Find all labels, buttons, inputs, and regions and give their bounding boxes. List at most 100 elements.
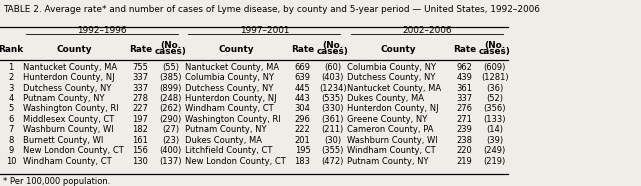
Text: 222: 222 [295, 125, 310, 134]
Text: Hunterdon County, NJ: Hunterdon County, NJ [347, 105, 439, 113]
Text: County: County [219, 45, 254, 54]
Text: (899): (899) [160, 84, 181, 93]
Text: County: County [381, 45, 417, 54]
Text: cases): cases) [154, 47, 187, 56]
Text: (361): (361) [321, 115, 344, 124]
Text: 8: 8 [8, 136, 13, 145]
Text: (400): (400) [160, 146, 181, 155]
Text: (23): (23) [162, 136, 179, 145]
Text: Washington County, RI: Washington County, RI [23, 105, 119, 113]
Text: 337: 337 [456, 94, 473, 103]
Text: (133): (133) [483, 115, 506, 124]
Text: (30): (30) [324, 136, 341, 145]
Text: TABLE 2. Average rate* and number of cases of Lyme disease, by county and 5-year: TABLE 2. Average rate* and number of cas… [3, 5, 540, 14]
Text: 1: 1 [8, 63, 13, 72]
Text: 220: 220 [457, 146, 472, 155]
Text: New London County, CT: New London County, CT [185, 157, 286, 166]
Text: Putnam County, NY: Putnam County, NY [347, 157, 429, 166]
Text: Litchfield County, CT: Litchfield County, CT [185, 146, 272, 155]
Text: (472): (472) [322, 157, 344, 166]
Text: Cameron County, PA: Cameron County, PA [347, 125, 434, 134]
Text: (211): (211) [322, 125, 344, 134]
Text: Dukes County, MA: Dukes County, MA [185, 136, 262, 145]
Text: (219): (219) [484, 157, 506, 166]
Text: 239: 239 [457, 125, 472, 134]
Text: 7: 7 [8, 125, 13, 134]
Text: Washburn County, WI: Washburn County, WI [347, 136, 438, 145]
Text: cases): cases) [317, 47, 349, 56]
Text: Middlesex County, CT: Middlesex County, CT [23, 115, 114, 124]
Text: Rate: Rate [453, 45, 476, 54]
Text: 276: 276 [457, 105, 472, 113]
Text: 9: 9 [8, 146, 13, 155]
Text: 2: 2 [8, 73, 13, 82]
Text: 10: 10 [6, 157, 16, 166]
Text: 304: 304 [295, 105, 310, 113]
Text: 5: 5 [8, 105, 13, 113]
Text: Rank: Rank [0, 45, 24, 54]
Text: (290): (290) [160, 115, 181, 124]
Text: (1234): (1234) [319, 84, 347, 93]
Text: (609): (609) [484, 63, 506, 72]
Text: Windham County, CT: Windham County, CT [185, 105, 274, 113]
Text: (14): (14) [487, 125, 503, 134]
Text: Dutchess County, NY: Dutchess County, NY [347, 73, 436, 82]
Text: Windham County, CT: Windham County, CT [23, 157, 112, 166]
Text: Nantucket County, MA: Nantucket County, MA [185, 63, 279, 72]
Text: (52): (52) [487, 94, 503, 103]
Text: 755: 755 [133, 63, 148, 72]
Text: (535): (535) [322, 94, 344, 103]
Text: 156: 156 [133, 146, 148, 155]
Text: Nantucket County, MA: Nantucket County, MA [347, 84, 442, 93]
Text: (137): (137) [159, 157, 182, 166]
Text: (330): (330) [321, 105, 344, 113]
Text: (55): (55) [162, 63, 179, 72]
Text: (60): (60) [324, 63, 341, 72]
Text: 337: 337 [132, 73, 149, 82]
Text: Greene County, NY: Greene County, NY [347, 115, 428, 124]
Text: 3: 3 [8, 84, 13, 93]
Text: Columbia County, NY: Columbia County, NY [185, 73, 274, 82]
Text: * Per 100,000 population.: * Per 100,000 population. [3, 177, 111, 186]
Text: (385): (385) [159, 73, 182, 82]
Text: Washburn County, WI: Washburn County, WI [23, 125, 114, 134]
Text: Burnett County, WI: Burnett County, WI [23, 136, 103, 145]
Text: 337: 337 [132, 84, 149, 93]
Text: 962: 962 [457, 63, 472, 72]
Text: (No.: (No. [322, 41, 343, 49]
Text: 439: 439 [457, 73, 472, 82]
Text: 669: 669 [295, 63, 310, 72]
Text: Rate: Rate [291, 45, 314, 54]
Text: 227: 227 [133, 105, 148, 113]
Text: 161: 161 [133, 136, 148, 145]
Text: 443: 443 [295, 94, 310, 103]
Text: (No.: (No. [160, 41, 181, 49]
Text: 6: 6 [8, 115, 13, 124]
Text: 639: 639 [295, 73, 310, 82]
Text: New London County, CT: New London County, CT [23, 146, 124, 155]
Text: 445: 445 [295, 84, 310, 93]
Text: County: County [56, 45, 92, 54]
Text: Hunterdon County, NJ: Hunterdon County, NJ [23, 73, 115, 82]
Text: (36): (36) [487, 84, 503, 93]
Text: 238: 238 [457, 136, 472, 145]
Text: (249): (249) [484, 146, 506, 155]
Text: Putnam County, NY: Putnam County, NY [23, 94, 104, 103]
Text: 195: 195 [295, 146, 310, 155]
Text: Columbia County, NY: Columbia County, NY [347, 63, 437, 72]
Text: (248): (248) [160, 94, 181, 103]
Text: 201: 201 [295, 136, 310, 145]
Text: 219: 219 [457, 157, 472, 166]
Text: Windham County, CT: Windham County, CT [347, 146, 436, 155]
Text: 361: 361 [457, 84, 472, 93]
Text: 4: 4 [8, 94, 13, 103]
Text: Hunterdon County, NJ: Hunterdon County, NJ [185, 94, 277, 103]
Text: (1281): (1281) [481, 73, 509, 82]
Text: Putnam County, NY: Putnam County, NY [185, 125, 267, 134]
Text: (355): (355) [322, 146, 344, 155]
Text: 1992–1996: 1992–1996 [78, 26, 127, 35]
Text: Rate: Rate [129, 45, 152, 54]
Text: 182: 182 [133, 125, 148, 134]
Text: 1997–2001: 1997–2001 [240, 26, 289, 35]
Text: (356): (356) [483, 105, 506, 113]
